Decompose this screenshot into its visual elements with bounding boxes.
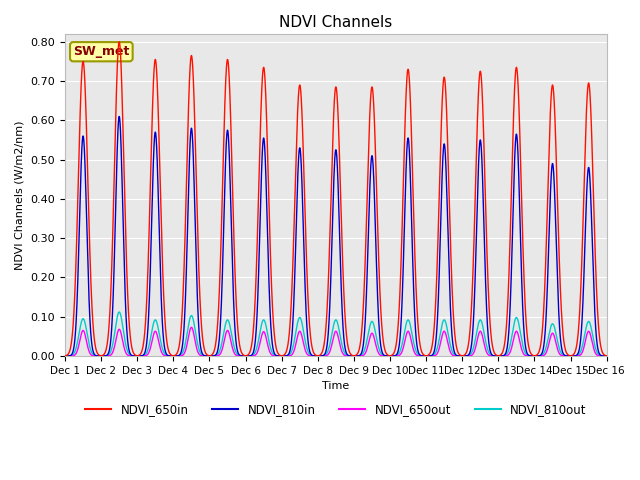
Legend: NDVI_650in, NDVI_810in, NDVI_650out, NDVI_810out: NDVI_650in, NDVI_810in, NDVI_650out, NDV… [81, 398, 591, 421]
X-axis label: Time: Time [322, 381, 349, 391]
Text: SW_met: SW_met [73, 45, 129, 58]
Title: NDVI Channels: NDVI Channels [279, 15, 392, 30]
Y-axis label: NDVI Channels (W/m2/nm): NDVI Channels (W/m2/nm) [15, 120, 25, 270]
